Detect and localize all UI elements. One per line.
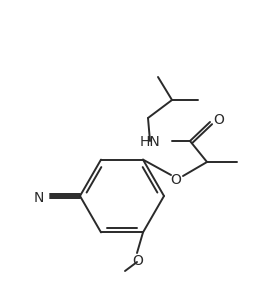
Text: N: N [34,190,44,205]
Text: O: O [213,113,224,127]
Text: O: O [133,254,143,268]
Text: HN: HN [139,136,160,149]
Text: O: O [171,173,181,188]
